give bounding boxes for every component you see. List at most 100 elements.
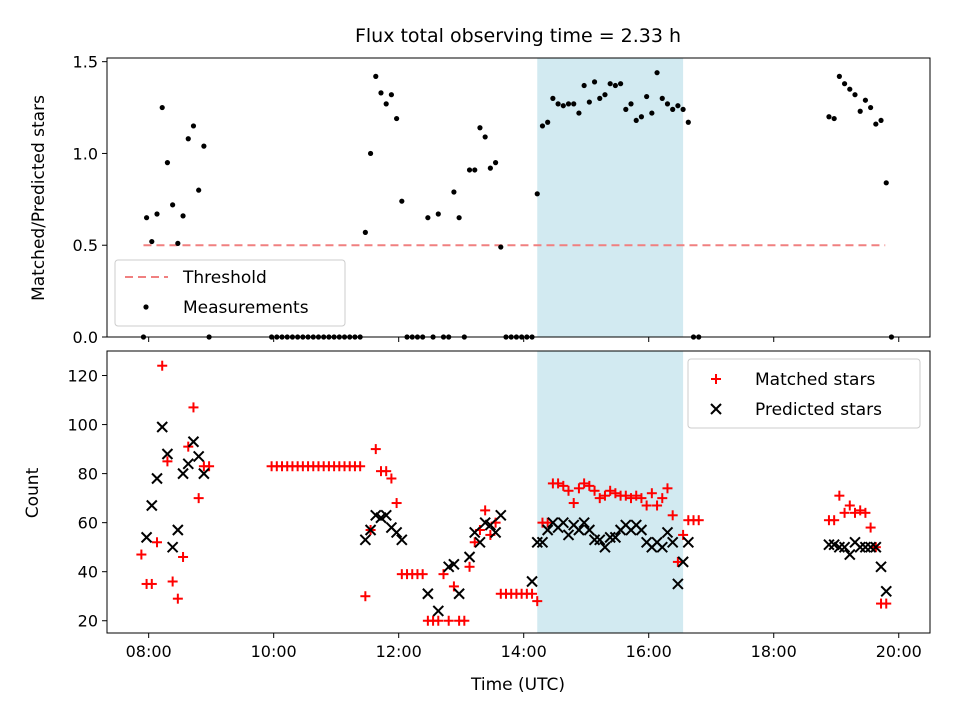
measurement-point xyxy=(534,191,540,197)
measurement-point xyxy=(378,90,384,96)
measurement-point xyxy=(472,167,478,173)
top-legend: Threshold Measurements xyxy=(114,259,346,327)
predicted-point xyxy=(870,541,882,553)
measurement-point xyxy=(602,92,608,98)
measurement-point xyxy=(154,211,160,217)
predicted-point xyxy=(838,541,851,553)
measurement-point xyxy=(159,104,165,111)
bottom-x-tick-label: 12:00 xyxy=(376,642,422,661)
measurement-point xyxy=(555,101,561,107)
predicted-point xyxy=(198,467,210,480)
measurement-point xyxy=(550,95,556,101)
predicted-point xyxy=(880,585,892,598)
bottom-x-tick-label: 16:00 xyxy=(626,642,672,661)
measurement-points xyxy=(140,70,895,340)
matched-point xyxy=(459,615,470,626)
measurement-point xyxy=(571,101,577,107)
matched-point xyxy=(542,517,553,528)
predicted-point xyxy=(604,531,616,544)
top-y-tick-label: 1.0 xyxy=(73,144,98,163)
measurement-point xyxy=(560,103,566,109)
matched-point xyxy=(178,551,189,562)
matched-point xyxy=(183,441,194,452)
matched-points xyxy=(136,360,892,626)
matched-point xyxy=(527,588,538,599)
measurement-point xyxy=(826,114,832,120)
predicted-point xyxy=(192,450,205,463)
matched-point xyxy=(860,507,871,518)
bottom-y-axis-label: Count xyxy=(23,467,43,518)
predicted-point xyxy=(448,558,460,571)
matched-point xyxy=(355,461,366,472)
predicted-point xyxy=(875,561,887,573)
matched-point xyxy=(599,490,610,501)
matched-point xyxy=(646,488,657,499)
predicted-point xyxy=(140,531,153,544)
measurement-point xyxy=(685,119,691,125)
matched-point xyxy=(610,488,621,499)
measurement-point xyxy=(670,106,676,112)
measurement-point xyxy=(675,103,681,109)
predicted-point xyxy=(364,524,377,536)
predicted-point xyxy=(833,541,846,553)
measurement-point xyxy=(586,99,592,105)
matched-point xyxy=(193,493,204,504)
top-y-tick-label: 0.5 xyxy=(73,236,98,255)
matched-point xyxy=(626,493,637,504)
measurement-point xyxy=(425,215,431,221)
matched-point xyxy=(443,615,454,626)
predicted-point xyxy=(474,536,486,548)
legend-matched-swatch xyxy=(711,374,721,384)
matched-point xyxy=(464,561,475,572)
matched-point xyxy=(834,490,845,501)
legend-measurement-label: Measurements xyxy=(183,298,309,318)
predicted-point xyxy=(390,526,403,539)
legend-predicted-label: Predicted stars xyxy=(755,400,882,420)
measurement-point xyxy=(451,189,457,195)
measurement-point xyxy=(196,187,202,193)
measurement-point xyxy=(175,240,181,246)
predicted-point xyxy=(526,575,538,588)
predicted-point xyxy=(432,605,444,617)
predicted-point xyxy=(609,531,622,544)
measurement-point xyxy=(649,110,655,116)
predicted-point xyxy=(859,541,872,553)
predicted-point xyxy=(484,519,497,531)
matched-point xyxy=(667,510,678,521)
measurement-point xyxy=(664,101,671,107)
measurement-point xyxy=(868,104,874,111)
matched-point xyxy=(839,507,850,518)
measurement-point xyxy=(659,95,665,101)
matched-point xyxy=(672,556,683,567)
measurement-point xyxy=(388,92,395,98)
matched-point xyxy=(136,549,147,560)
measurement-point xyxy=(612,82,618,89)
measurement-point xyxy=(628,101,634,107)
matched-point xyxy=(579,478,590,489)
predicted-point xyxy=(594,534,606,546)
predicted-point xyxy=(557,516,570,529)
matched-point xyxy=(563,485,574,496)
measurement-point xyxy=(644,93,650,100)
predicted-points xyxy=(140,421,892,617)
measurement-point xyxy=(466,167,473,173)
predicted-point xyxy=(588,534,601,546)
matched-point xyxy=(652,500,663,511)
matched-point xyxy=(381,466,392,477)
matched-point xyxy=(865,522,876,533)
measurement-point xyxy=(607,81,613,87)
bottom-panel: 20 40 60 80 100 120 08:00 10:00 12:00 14:00 16:00… xyxy=(23,350,931,695)
measurement-point xyxy=(170,202,176,208)
matched-point xyxy=(568,498,579,509)
matched-point xyxy=(594,493,605,504)
legend-predicted-swatch xyxy=(710,403,722,415)
bottom-legend-box xyxy=(687,358,921,429)
matched-point xyxy=(157,360,168,371)
matched-point xyxy=(167,576,178,587)
bottom-x-tick-label: 10:00 xyxy=(251,642,297,661)
predicted-point xyxy=(396,534,408,546)
bottom-x-tick-label: 08:00 xyxy=(126,642,172,661)
measurement-point xyxy=(482,134,488,140)
predicted-point xyxy=(677,556,689,568)
predicted-point xyxy=(656,541,668,553)
